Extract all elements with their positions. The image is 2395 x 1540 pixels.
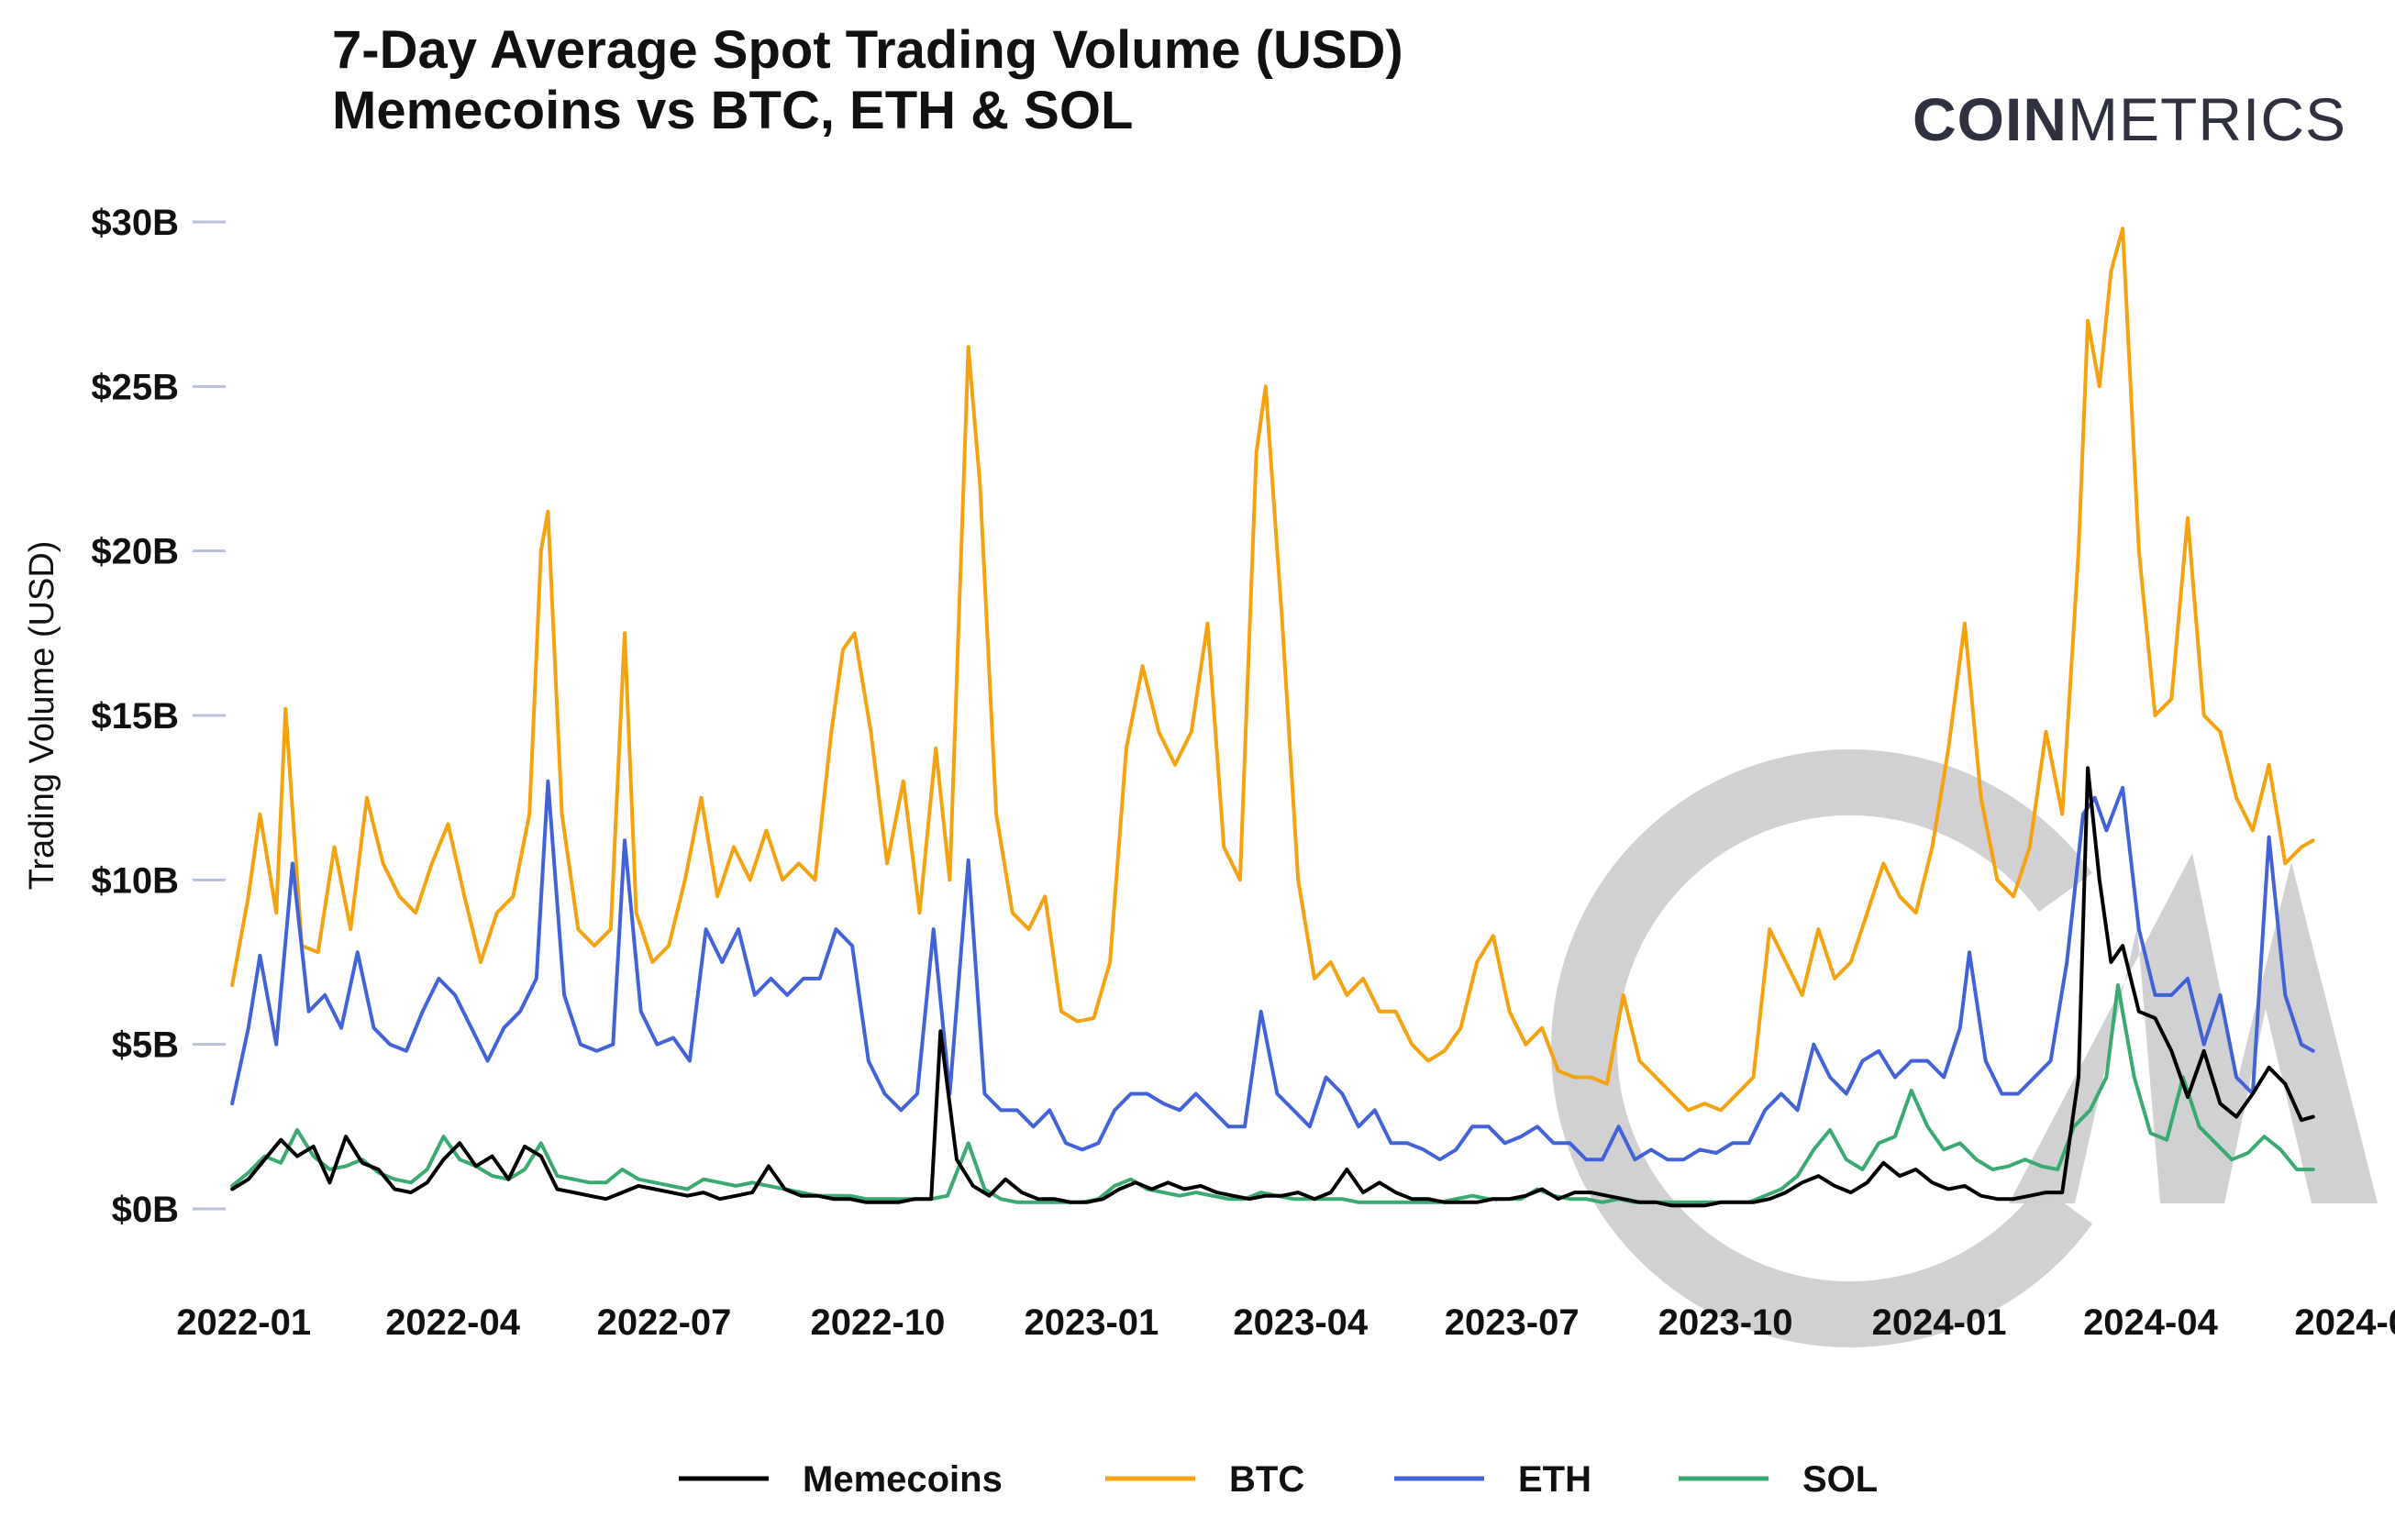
series-line-btc	[230, 227, 2315, 1113]
y-tick-label: $20B	[91, 532, 179, 572]
series-line-eth	[230, 779, 2315, 1162]
watermark-m-shape	[2009, 853, 2378, 1203]
y-tick-label: $30B	[91, 203, 179, 243]
y-tick-label: $15B	[91, 696, 179, 737]
x-tick-label: 2024-01	[1872, 1302, 2007, 1343]
cm-watermark	[1551, 749, 2378, 1347]
y-tick-label: $0B	[112, 1190, 179, 1230]
chart-title: 7-Day Average Spot Trading Volume (USD) …	[332, 20, 1403, 141]
y-tick-label: $25B	[91, 367, 179, 407]
x-tick-label: 2022-04	[385, 1302, 521, 1343]
y-tick-label: $5B	[112, 1025, 179, 1066]
legend: Memecoins BTC ETH SOL	[679, 1459, 1878, 1500]
x-tick-label: 2022-10	[811, 1302, 946, 1343]
x-tick-label: 2023-04	[1233, 1302, 1369, 1343]
x-tick-label: 2023-07	[1445, 1302, 1580, 1343]
legend-label-memecoins: Memecoins	[803, 1459, 1003, 1500]
x-tick-label: 2023-10	[1658, 1302, 1793, 1343]
series-line-memecoins	[230, 766, 2315, 1208]
x-tick-label: 2024-04	[2083, 1302, 2219, 1343]
coinmetrics-logo: COINMETRICS	[1913, 85, 2346, 153]
y-axis-label: Trading Volume (USD)	[23, 541, 61, 891]
legend-label-btc: BTC	[1229, 1459, 1304, 1500]
series-layer	[230, 227, 2315, 1208]
y-tick-label: $10B	[91, 860, 179, 901]
y-axis: $0B $5B $10B $15B $20B $25B $30B	[91, 203, 226, 1230]
x-tick-label: 2024-07	[2294, 1302, 2395, 1343]
x-tick-label: 2022-07	[597, 1302, 732, 1343]
title-line-2: Memecoins vs BTC, ETH & SOL	[332, 81, 1134, 140]
x-tick-label: 2023-01	[1024, 1302, 1159, 1343]
x-axis: 2022-01 2022-04 2022-07 2022-10 2023-01 2023-…	[176, 1302, 2395, 1343]
x-tick-label: 2022-01	[176, 1302, 311, 1343]
watermark-c-shape	[1551, 749, 2093, 1347]
legend-label-eth: ETH	[1518, 1459, 1591, 1500]
legend-label-sol: SOL	[1802, 1459, 1878, 1500]
title-line-1: 7-Day Average Spot Trading Volume (USD)	[332, 20, 1403, 80]
